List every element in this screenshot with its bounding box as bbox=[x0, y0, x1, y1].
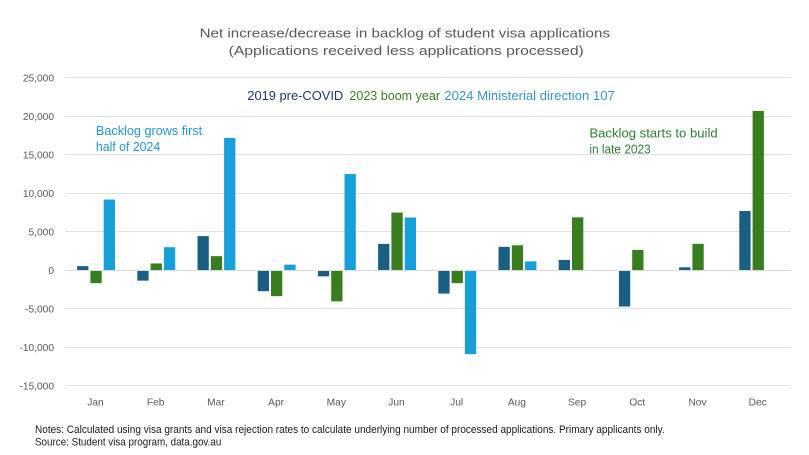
svg-text:Apr: Apr bbox=[268, 397, 284, 408]
svg-text:Sep: Sep bbox=[568, 397, 586, 408]
svg-text:15,000: 15,000 bbox=[23, 151, 54, 162]
svg-text:May: May bbox=[327, 397, 347, 408]
svg-text:25,000: 25,000 bbox=[23, 74, 54, 85]
svg-text:-10,000: -10,000 bbox=[19, 343, 54, 354]
svg-text:Oct: Oct bbox=[629, 397, 645, 408]
svg-text:2019 pre-COVID: 2019 pre-COVID bbox=[247, 88, 343, 103]
svg-text:Nov: Nov bbox=[688, 397, 707, 408]
svg-text:Feb: Feb bbox=[147, 397, 165, 408]
svg-text:2023 boom year: 2023 boom year bbox=[349, 88, 440, 103]
svg-text:0: 0 bbox=[48, 266, 54, 277]
svg-text:Source: Student visa program,: Source: Student visa program, data.gov.a… bbox=[35, 437, 221, 449]
svg-text:Backlog grows first: Backlog grows first bbox=[96, 123, 203, 138]
svg-text:10,000: 10,000 bbox=[23, 189, 54, 200]
svg-text:half of 2024: half of 2024 bbox=[96, 139, 160, 154]
svg-text:Jul: Jul bbox=[450, 397, 463, 408]
svg-text:Net increase/decrease in backl: Net increase/decrease in backlog of stud… bbox=[200, 25, 611, 40]
svg-text:Dec: Dec bbox=[749, 397, 767, 408]
svg-text:Mar: Mar bbox=[207, 397, 225, 408]
svg-text:(Applications received less ap: (Applications received less applications… bbox=[229, 43, 584, 58]
svg-text:Backlog starts to build: Backlog starts to build bbox=[589, 126, 717, 141]
svg-text:Aug: Aug bbox=[508, 397, 526, 408]
svg-text:-15,000: -15,000 bbox=[19, 382, 54, 393]
svg-text:Jun: Jun bbox=[388, 397, 404, 408]
svg-text:in late 2023: in late 2023 bbox=[589, 141, 650, 156]
svg-text:2024 Ministerial direction 107: 2024 Ministerial direction 107 bbox=[444, 88, 615, 103]
svg-text:20,000: 20,000 bbox=[23, 112, 54, 123]
svg-text:Jan: Jan bbox=[87, 397, 103, 408]
svg-text:-5,000: -5,000 bbox=[25, 305, 54, 316]
svg-text:5,000: 5,000 bbox=[29, 228, 55, 239]
svg-text:Notes: Calculated using visa g: Notes: Calculated using visa grants and … bbox=[35, 424, 665, 436]
